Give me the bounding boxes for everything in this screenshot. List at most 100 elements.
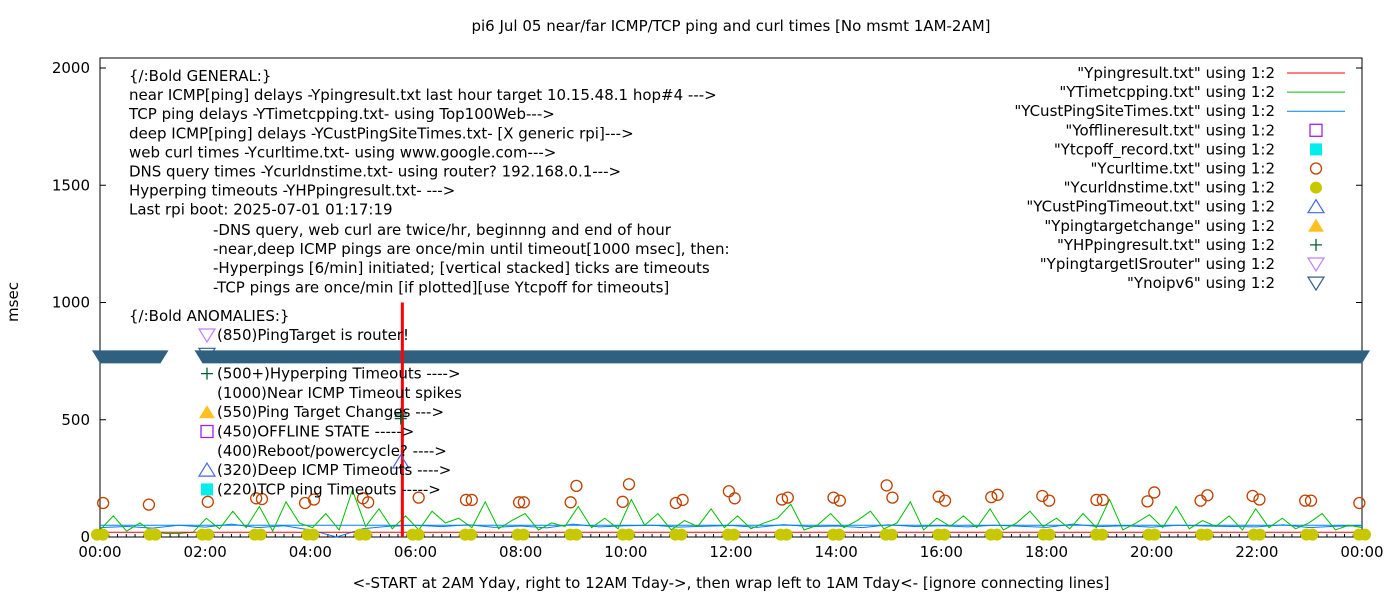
dns-point (254, 528, 267, 541)
anomaly-annotation-line: (1000)Near ICMP Timeout spikes (217, 384, 462, 402)
curl-point (932, 490, 945, 503)
x-tick-label: 02:00 (184, 543, 227, 561)
dns-point (1043, 528, 1056, 541)
dns-point (780, 528, 793, 541)
legend-symbol-icon (1306, 198, 1326, 214)
x-tick-label: 12:00 (709, 543, 752, 561)
dns-point (307, 528, 320, 541)
curl-point (1148, 486, 1161, 499)
x-tick-label: 22:00 (1235, 543, 1278, 561)
anomalies-heading: {/:Bold ANOMALIES:} (129, 307, 289, 325)
dns-point (359, 528, 372, 541)
general-annotation-line: near ICMP[ping] delays -Ypingresult.txt … (129, 86, 717, 104)
curl-point (362, 496, 375, 509)
legend-symbol-icon (1306, 276, 1326, 292)
dns-point (97, 528, 109, 541)
anomaly-annotation-line: (450)OFFLINE STATE -----> (217, 423, 414, 441)
curl-point (307, 493, 321, 506)
curl-point (722, 485, 736, 498)
x-tick-label: 14:00 (815, 543, 858, 561)
dns-point (1148, 528, 1161, 541)
curl-point (880, 479, 893, 492)
general-annotation-line: Last rpi boot: 2025-07-01 01:17:19 (129, 201, 393, 219)
curl-point (255, 492, 269, 506)
anomaly-annotation-line: (220)TCP ping Timeouts -----> (217, 480, 441, 498)
curl-point (938, 494, 952, 507)
curl-point (775, 493, 789, 506)
curl-point (1304, 494, 1318, 507)
x-tick-label: 20:00 (1130, 543, 1173, 561)
legend-label: "Ynoipv6" using 1:2 (1127, 274, 1275, 292)
anomaly-marker-icon (197, 347, 217, 363)
curl-point (570, 479, 583, 493)
dns-point (1096, 528, 1109, 541)
legend-label: "Ytcpoff_record.txt" using 1:2 (1054, 140, 1275, 159)
dns-point (938, 528, 951, 541)
dns-point (149, 528, 162, 541)
legend-label: "Ypingresult.txt" using 1:2 (1077, 64, 1275, 82)
hyperping-timeout-point (394, 407, 407, 420)
y-tick-label: 1500 (52, 176, 90, 194)
curl-point (459, 493, 473, 507)
ping-timeout-spike (400, 302, 404, 537)
anomaly-annotation-line: (850)PingTarget is router! (217, 326, 409, 344)
legend-label: "YHPpingresult.txt" using 1:2 (1057, 236, 1275, 254)
curl-point (728, 492, 741, 505)
curl-point (1042, 494, 1056, 507)
curl-point (1194, 494, 1207, 507)
noipv6-marker-band (194, 350, 1371, 364)
dns-point (990, 528, 1003, 541)
general-annotation-line: TCP ping delays -YTimetcpping.txt- using… (128, 105, 555, 123)
general-annotation-line: Hyperping timeouts -YHPpingresult.txt- -… (129, 182, 455, 200)
anomaly-marker-icon (197, 461, 217, 477)
x-tick-label: 04:00 (289, 543, 332, 561)
curl-point (1141, 495, 1154, 508)
curl-point (412, 491, 425, 504)
legend-label: "YCustPingSiteTimes.txt" using 1:2 (1014, 102, 1275, 120)
dns-point (1306, 528, 1319, 541)
curl-point (465, 493, 478, 507)
x-tick-label: 00:00 (78, 543, 121, 561)
note-annotation-line: -Hyperpings [6/min] initiated; [vertical… (213, 259, 710, 277)
legend-label: "YTimetcpping.txt" using 1:2 (1059, 83, 1275, 101)
legend-symbol-icon (1309, 123, 1323, 137)
tcp-series-line (99, 488, 1363, 534)
curl-point (676, 493, 689, 507)
anomaly-marker-icon (201, 483, 213, 496)
curl-point (201, 495, 214, 508)
y-tick-label: 1000 (52, 294, 90, 312)
curl-point (250, 492, 263, 505)
curl-point (1246, 489, 1259, 503)
dns-point (517, 528, 530, 541)
x-tick-label: 16:00 (920, 543, 963, 561)
dns-point (1359, 528, 1371, 541)
anomaly-annotation-line: (320)Deep ICMP Timeouts ----> (217, 461, 451, 479)
legend-label: "Ycurltime.txt" using 1:2 (1090, 160, 1275, 178)
dns-point (412, 528, 425, 541)
legend-label: "YCustPingTimeout.txt" using 1:2 (1026, 198, 1275, 216)
anomaly-annotation-line: (400)Reboot/powercycle? ----> (217, 442, 447, 460)
curl-point (616, 495, 629, 508)
y-tick-label: 500 (61, 411, 90, 429)
y-axis-label: msec (4, 282, 22, 322)
x-axis-label: <-START at 2AM Yday, right to 12AM Tday-… (353, 574, 1110, 592)
y-tick-label: 0 (80, 528, 90, 546)
dns-point (728, 528, 740, 541)
curl-point (97, 496, 110, 510)
curl-point (1090, 493, 1103, 507)
x-tick-label: 08:00 (499, 543, 542, 561)
curl-point (517, 496, 530, 509)
anomaly-annotation-line: (500+)Hyperping Timeouts ----> (217, 365, 461, 383)
legend-label: "YpingtargetISrouter" using 1:2 (1040, 255, 1275, 273)
curl-point (1201, 489, 1214, 502)
x-tick-label: 06:00 (394, 543, 437, 561)
x-tick-label: 18:00 (1025, 543, 1068, 561)
curl-point (1253, 493, 1266, 506)
dns-point (675, 528, 688, 541)
anomaly-marker-icon (199, 405, 215, 419)
dns-point (885, 528, 898, 541)
curl-point (985, 490, 998, 504)
dns-point (622, 528, 635, 541)
anomaly-marker-icon (201, 367, 213, 380)
curl-point (827, 491, 840, 504)
